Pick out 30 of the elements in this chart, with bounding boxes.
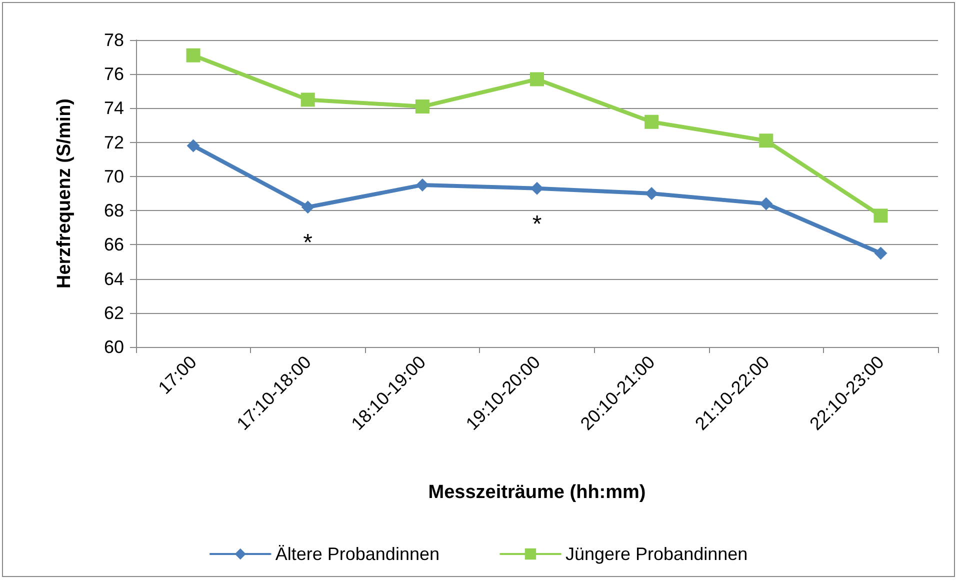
point	[759, 134, 774, 148]
y-tick-label: 78	[104, 30, 124, 50]
point	[416, 178, 429, 192]
point	[530, 182, 544, 195]
y-tick-label: 76	[104, 64, 124, 84]
point	[301, 200, 314, 214]
y-tick-label: 62	[104, 302, 124, 323]
y-tick-label: 72	[104, 132, 124, 152]
point	[186, 139, 200, 152]
legend-label: Ältere Probandinnen	[275, 544, 440, 564]
y-tick-label: 60	[104, 337, 124, 357]
x-axis-title: Messzeiträume (hh:mm)	[428, 482, 646, 503]
point	[645, 187, 658, 200]
legend-label: Jüngere Probandinnen	[565, 544, 748, 564]
y-tick-label: 74	[104, 98, 124, 118]
y-tick-label: 70	[104, 166, 124, 186]
y-axis-title: Herzfrequenz (S/min)	[54, 98, 75, 289]
point	[874, 246, 888, 260]
point	[760, 197, 773, 210]
annotation: *	[532, 210, 542, 238]
point	[415, 100, 430, 114]
point	[300, 92, 315, 107]
point	[530, 72, 544, 86]
point	[186, 48, 200, 62]
annotation: *	[303, 230, 313, 257]
y-tick-label: 66	[104, 234, 124, 255]
point	[874, 208, 888, 223]
y-tick-label: 64	[104, 268, 124, 289]
point	[644, 114, 659, 129]
y-tick-label: 68	[104, 200, 124, 221]
